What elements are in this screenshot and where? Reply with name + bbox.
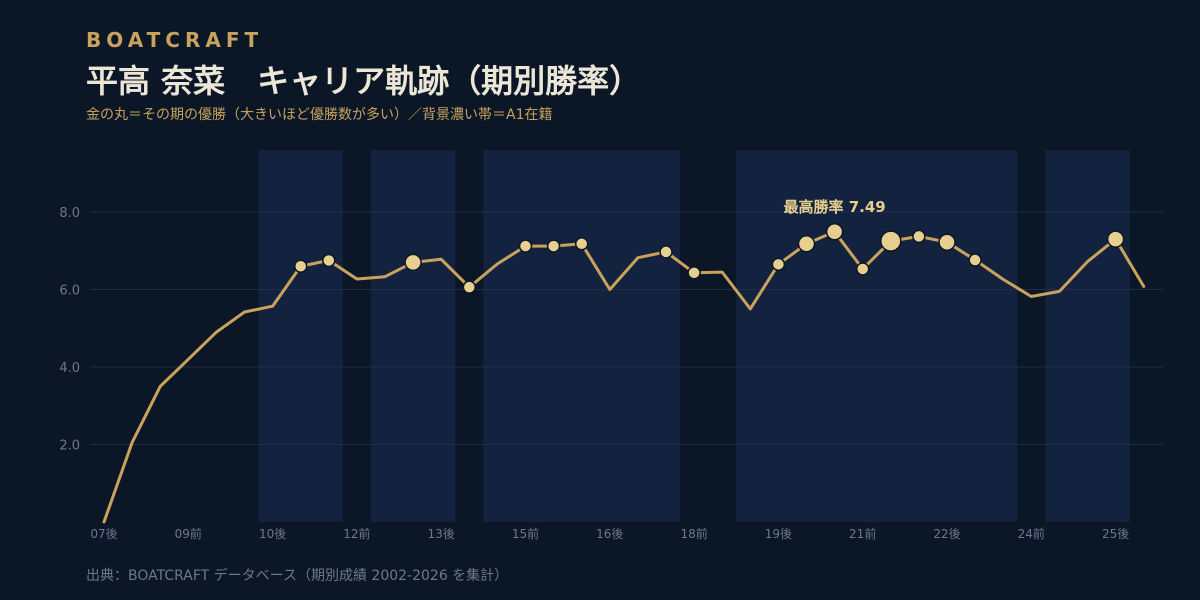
win-dot: [968, 253, 982, 267]
win-dot: [855, 262, 870, 276]
x-tick-label: 12前: [343, 526, 370, 541]
x-tick-label: 16後: [596, 527, 623, 541]
y-axis: 2.0 4.0 6.0 8.0: [59, 206, 80, 454]
win-dot: [322, 253, 336, 268]
a1-band: [1045, 150, 1130, 522]
win-dot: [797, 235, 816, 253]
x-tick-label: 24前: [1018, 526, 1045, 541]
win-dot: [912, 229, 926, 244]
win-dots: [293, 223, 1125, 294]
x-tick-label: 18前: [680, 526, 707, 541]
peak-annotation: 最高勝率 7.49: [783, 198, 885, 216]
win-dot: [518, 239, 533, 253]
x-tick-label: 19後: [765, 527, 792, 541]
y-tick-label: 8.0: [59, 206, 80, 221]
win-dot: [687, 266, 701, 280]
win-dot: [293, 259, 308, 273]
source-note: 出典：BOATCRAFT データベース（期別成績 2002-2026 を集計）: [86, 568, 509, 584]
chart-subtitle: 金の丸＝その期の優勝（大きいほど優勝数が多い）／背景濃い帯＝A1在籍: [86, 107, 553, 123]
x-tick-label: 21前: [849, 526, 876, 541]
win-dot: [880, 230, 902, 252]
brand-label: BOATCRAFT: [86, 28, 264, 52]
y-tick-label: 4.0: [59, 361, 80, 376]
gridlines: [90, 211, 1163, 445]
win-dot: [1106, 230, 1125, 248]
win-dot: [462, 280, 477, 294]
x-tick-label: 25後: [1102, 527, 1129, 541]
x-axis: 07後 09前 10後 12前 13後 15前 16後 18前 19後 21前 22後 24前 25後: [90, 526, 1129, 541]
x-tick-label: 22後: [933, 527, 960, 541]
win-dot: [404, 253, 422, 272]
x-tick-label: 13後: [428, 527, 455, 541]
a1-band: [595, 150, 681, 522]
annotations: 最高勝率 7.49: [783, 198, 885, 216]
x-tick-label: 15前: [512, 526, 539, 541]
win-dot: [574, 237, 589, 251]
win-dot: [771, 257, 786, 272]
a1-bands: [258, 150, 1130, 522]
a1-band: [370, 150, 456, 522]
y-tick-label: 6.0: [59, 284, 80, 299]
x-tick-label: 09前: [175, 526, 202, 541]
x-tick-label: 10後: [259, 527, 286, 541]
a1-band: [483, 150, 596, 522]
a1-band: [258, 150, 343, 522]
win-dot: [825, 223, 844, 241]
page-title: 平高 奈菜 キャリア軌跡（期別勝率）: [86, 62, 642, 100]
win-dot: [546, 239, 561, 253]
win-dot: [659, 245, 673, 259]
win-dot: [938, 233, 956, 251]
x-tick-label: 07後: [90, 527, 117, 541]
y-tick-label: 2.0: [59, 439, 80, 454]
